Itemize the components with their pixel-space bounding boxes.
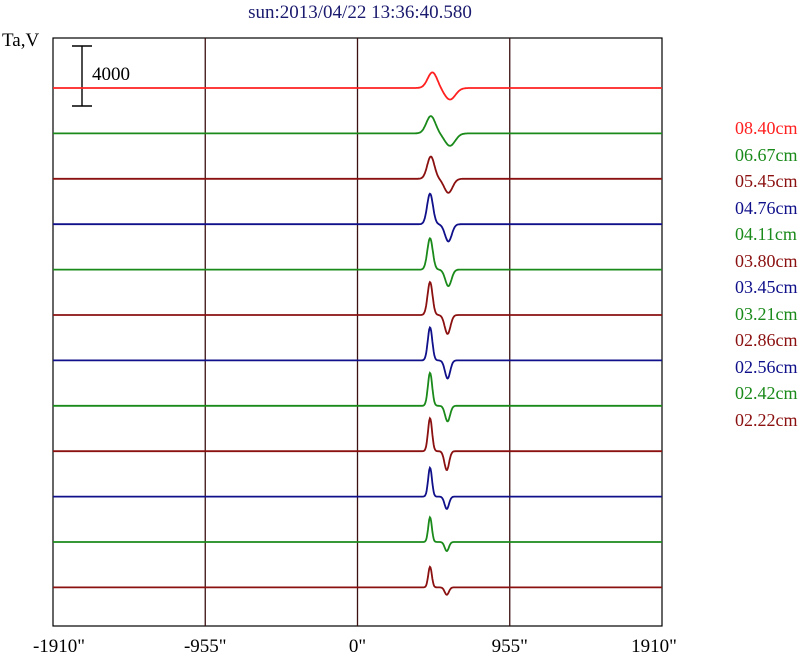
legend-item-08.40cm: 08.40cm — [735, 118, 798, 138]
trace-02.86cm — [53, 416, 662, 471]
x-tick-label-4: 1910" — [631, 636, 677, 657]
trace-03.21cm — [53, 371, 662, 423]
legend-item-04.76cm: 04.76cm — [735, 197, 798, 218]
legend-item-03.80cm: 03.80cm — [735, 250, 798, 271]
scale-bar-label: 4000 — [90, 64, 132, 86]
trace-02.42cm — [53, 515, 662, 552]
x-tick-label-0: -1910" — [32, 636, 86, 657]
legend-item-02.42cm: 02.42cm — [735, 383, 798, 403]
legend-item-02.86cm: 02.86cm — [735, 330, 798, 350]
legend-item-02.22cm: 02.22cm — [735, 409, 798, 430]
x-tick-label-1: -955" — [183, 636, 227, 657]
x-tick-label-3: 955" — [491, 636, 528, 657]
legend-item-04.11cm: 04.11cm — [735, 224, 797, 244]
trace-03.45cm — [53, 325, 662, 380]
x-tick-label-2: 0" — [348, 636, 367, 657]
trace-02.22cm — [53, 565, 662, 596]
grid-lines — [204, 38, 511, 626]
legend-item-06.67cm: 06.67cm — [735, 144, 798, 165]
trace-02.56cm — [53, 465, 662, 510]
traces — [53, 71, 662, 596]
chart-title: sun:2013/04/22 13:36:40.580 — [248, 2, 472, 23]
legend-item-02.56cm: 02.56cm — [735, 356, 798, 377]
trace-05.45cm — [53, 155, 662, 194]
legend-item-03.45cm: 03.45cm — [735, 277, 798, 297]
trace-08.40cm — [53, 71, 662, 101]
trace-06.67cm — [53, 115, 662, 147]
trace-04.11cm — [53, 237, 662, 288]
legend-item-05.45cm: 05.45cm — [735, 171, 798, 191]
trace-03.80cm — [53, 280, 662, 335]
y-axis-label: Ta,V — [2, 30, 40, 51]
trace-04.76cm — [53, 192, 662, 243]
scale-bar — [72, 45, 92, 107]
legend-item-03.21cm: 03.21cm — [735, 303, 798, 324]
